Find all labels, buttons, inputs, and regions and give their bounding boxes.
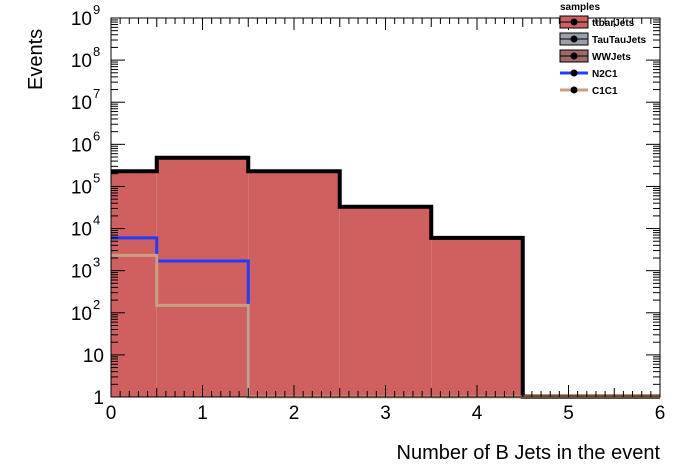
legend-entry-ttbarjets: ttbarJets [559,15,635,29]
legend-marker [570,86,578,94]
y-tick-label: 10 [71,51,92,72]
legend: samples ttbarJets TauTauJets WWJets N2C1 C1C… [559,2,647,97]
y-tick-label: 10 [71,262,92,283]
legend-entry-wwjets: WWJets [559,49,631,63]
y-tick-exponent: 6 [93,128,100,143]
legend-label: C1C1 [592,86,618,97]
x-axis: 0 1 2 3 4 5 6 [106,18,666,424]
y-tick-label: 10 [71,93,92,114]
legend-label: ttbarJets [592,18,635,29]
legend-marker [570,35,578,43]
y-tick-label: 10 [71,135,92,156]
x-tick-label: 6 [655,403,666,424]
legend-marker [570,18,578,26]
x-tick-label: 3 [380,403,391,424]
y-tick-exponent: 9 [93,2,100,17]
y-tick-label: 10 [71,177,92,198]
y-tick-exponent: 8 [93,44,100,59]
legend-entry-c1c1: C1C1 [560,86,618,97]
y-tick-exponent: 4 [93,213,100,228]
y-tick-label: 10 [83,346,104,367]
x-tick-label: 5 [563,403,574,424]
y-tick-label: 10 [71,220,92,241]
y-tick-exponent: 7 [93,86,100,101]
bar-ttbarjets-bin-2 [248,171,340,397]
y-tick-exponent: 5 [93,170,100,185]
legend-title: samples [560,2,600,13]
x-tick-label: 0 [106,403,117,424]
y-tick-exponent: 2 [93,297,100,312]
y-tick-label: 1 [93,388,104,409]
legend-label: N2C1 [592,69,618,80]
x-tick-label: 4 [472,403,483,424]
legend-marker [570,69,578,77]
legend-label: WWJets [592,52,631,63]
bar-ttbarjets-bin-1 [156,157,249,397]
bar-ttbarjets-bin-4 [431,237,523,397]
plot-area [111,157,660,397]
legend-entry-tautaujets: TauTauJets [559,32,647,46]
y-tick-label: 10 [71,9,92,30]
bar-ttbarjets-bin-0 [111,171,157,397]
legend-entry-n2c1: N2C1 [560,69,618,80]
legend-label: TauTauJets [592,35,647,46]
legend-marker [570,52,578,60]
bar-ttbarjets-bin-3 [339,206,432,397]
y-tick-label: 10 [71,304,92,325]
y-axis-title: Events [25,29,47,90]
x-tick-label: 1 [197,403,208,424]
x-tick-label: 2 [289,403,300,424]
x-axis-title: Number of B Jets in the event [397,442,661,464]
y-tick-exponent: 3 [93,255,100,270]
